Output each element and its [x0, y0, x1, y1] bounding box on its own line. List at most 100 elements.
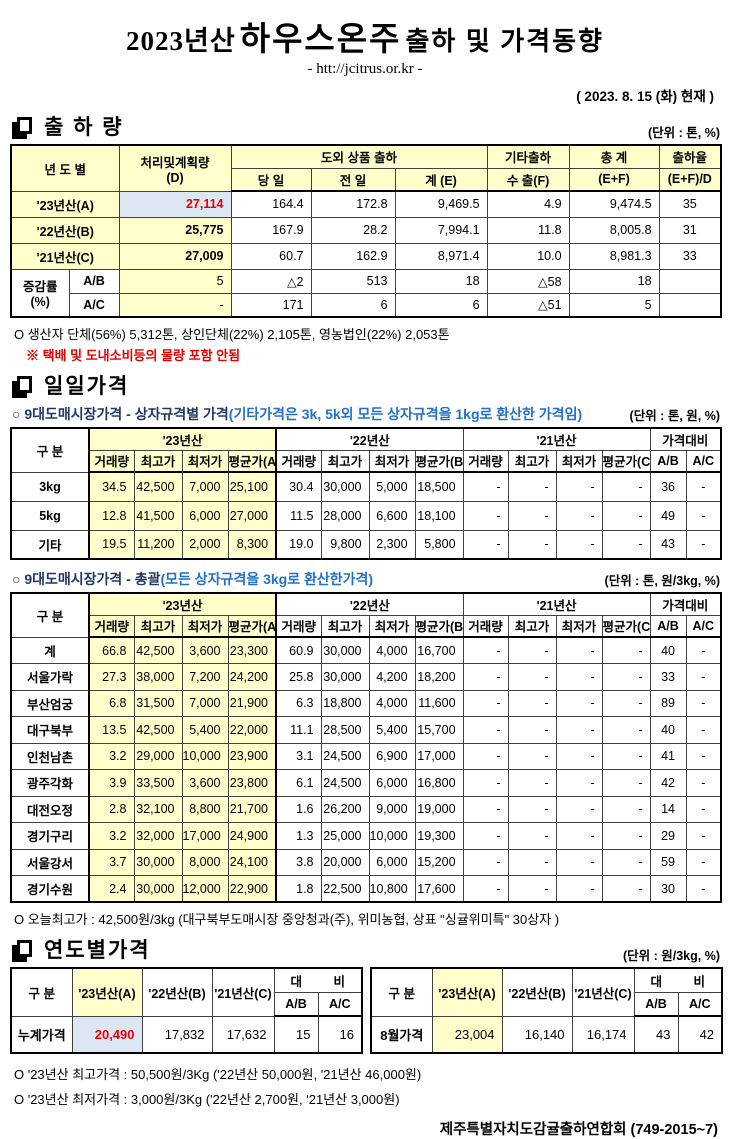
cell: - — [601, 822, 651, 850]
cell: - — [601, 636, 651, 664]
cell: - — [507, 636, 557, 664]
cell-today: 164.4 — [230, 190, 312, 218]
cell: 60.9 — [275, 636, 322, 664]
cell: - — [685, 500, 722, 531]
row-label: 누계가격 — [10, 1015, 73, 1054]
cell: - — [685, 716, 722, 744]
cell-total: 18 — [568, 268, 660, 294]
cell-ab: 43 — [633, 1015, 679, 1054]
cell-b: 17,832 — [141, 1015, 213, 1054]
cell: 18,200 — [414, 663, 464, 691]
cell: - — [507, 875, 557, 903]
row-label: '22년산(B) — [10, 216, 120, 244]
cell: 66.8 — [88, 636, 135, 664]
cell: 3.1 — [275, 742, 322, 770]
cell-plan: 5 — [118, 268, 232, 294]
change-row-ac: A/C - 171 6 6 △51 5 — [11, 292, 722, 318]
cell: 24,500 — [320, 769, 370, 797]
cell-sum: 7,994.1 — [394, 216, 488, 244]
cell: 2,300 — [368, 529, 416, 560]
cell-prev: 28.2 — [310, 216, 396, 244]
cell: 3.2 — [88, 822, 135, 850]
cell: - — [507, 848, 557, 876]
cell: - — [462, 663, 509, 691]
cell: 8,000 — [181, 848, 229, 876]
cell: - — [462, 689, 509, 717]
cell: 7,200 — [181, 663, 229, 691]
row-label: 경기구리 — [10, 822, 90, 850]
cell: - — [555, 769, 603, 797]
header-rate-line1: 출하율 — [658, 144, 722, 169]
header-outbound-group: 도외 상품 출하 — [230, 144, 488, 169]
cell: - — [685, 769, 722, 797]
row-label: '21년산(C) — [10, 242, 120, 270]
table-row: 대전오정 2.8 32,100 8,800 21,700 1.6 26,200 … — [10, 795, 722, 823]
cell: 6,000 — [368, 769, 416, 797]
cell: 1.6 — [275, 795, 322, 823]
shipment-unit-label: (단위 : 톤, %) — [648, 126, 720, 140]
cell-today: 167.9 — [230, 216, 312, 244]
cell: - — [462, 636, 509, 664]
header-sum: 계 (E) — [394, 167, 488, 192]
cell-plan: - — [118, 292, 232, 318]
section-daily-header: 일일가격 — [10, 370, 720, 400]
table-row: 기타 19.5 11,200 2,000 8,300 19.0 9,800 2,… — [10, 529, 722, 560]
cell: 5,400 — [181, 716, 229, 744]
header-compare: 가격대비 — [649, 592, 722, 616]
section-daily-title: 일일가격 — [44, 375, 130, 398]
row-label: 계 — [10, 636, 90, 664]
overall-title-text: ○ 9대도매시장가격 - 총괄 — [12, 571, 161, 587]
header-high: 최고가 — [320, 449, 370, 473]
cell: 6.1 — [275, 769, 322, 797]
cell: - — [685, 689, 722, 717]
row-label: 3kg — [10, 471, 90, 502]
overall-title-note: (모든 상자규격을 3kg로 환산한가격) — [160, 571, 374, 587]
cell: 30.4 — [275, 471, 322, 502]
row-label: 광주각화 — [10, 769, 90, 797]
cell: 36 — [649, 471, 687, 502]
header-high: 최고가 — [133, 449, 183, 473]
yearly-high-note: O '23년산 최고가격 : 50,500원/3Kg ('22년산 50,000… — [14, 1067, 422, 1082]
cell: - — [555, 471, 603, 502]
header-daebi: 대 비 — [273, 967, 363, 993]
cell: 11,200 — [133, 529, 183, 560]
cell: - — [685, 529, 722, 560]
cell: - — [601, 689, 651, 717]
cell: 6,600 — [368, 500, 416, 531]
header-gubun: 구 분 — [10, 427, 90, 473]
header-today: 당 일 — [230, 167, 312, 192]
document-square-icon — [17, 939, 32, 957]
cell-rate: 33 — [658, 242, 722, 270]
cell-plan: 27,009 — [118, 242, 232, 270]
cell-today: 60.7 — [230, 242, 312, 270]
header-y21c: '21년산(C) — [211, 967, 275, 1017]
header-total-line1: 총 계 — [568, 144, 660, 169]
header-ac: A/C — [317, 991, 363, 1017]
cell: 11,600 — [414, 689, 464, 717]
header-vol: 거래량 — [275, 614, 322, 638]
yearly-cumulative-table: 구 분 '23년산(A) '22년산(B) '21년산(C) 대 비 A/B A… — [10, 967, 364, 1054]
cell: 18,100 — [414, 500, 464, 531]
cell: 4,200 — [368, 663, 416, 691]
cell-c: 17,632 — [211, 1015, 275, 1054]
header-ac: A/C — [685, 449, 722, 473]
cell: - — [685, 795, 722, 823]
table-row: 광주각화 3.9 33,500 3,600 23,800 6.1 24,500 … — [10, 769, 722, 797]
cell: 30,000 — [133, 848, 183, 876]
bysize-title: ○ 9대도매시장가격 - 상자규격별 가격(기타가격은 3k, 5k외 모든 상… — [12, 404, 582, 424]
cell: 8,800 — [181, 795, 229, 823]
cell: - — [462, 716, 509, 744]
cell-b: 16,140 — [501, 1015, 573, 1054]
cell: 49 — [649, 500, 687, 531]
cell: 6.3 — [275, 689, 322, 717]
cell: 3.8 — [275, 848, 322, 876]
cell: 5,400 — [368, 716, 416, 744]
cell: - — [462, 742, 509, 770]
cell: 30,000 — [133, 875, 183, 903]
table-row: 인천남촌 3.2 29,000 10,000 23,900 3.1 24,500… — [10, 742, 722, 770]
cell: 18,800 — [320, 689, 370, 717]
cell: - — [685, 663, 722, 691]
cell: - — [462, 848, 509, 876]
cell-export: △51 — [486, 292, 570, 318]
cell: 24,100 — [227, 848, 278, 876]
